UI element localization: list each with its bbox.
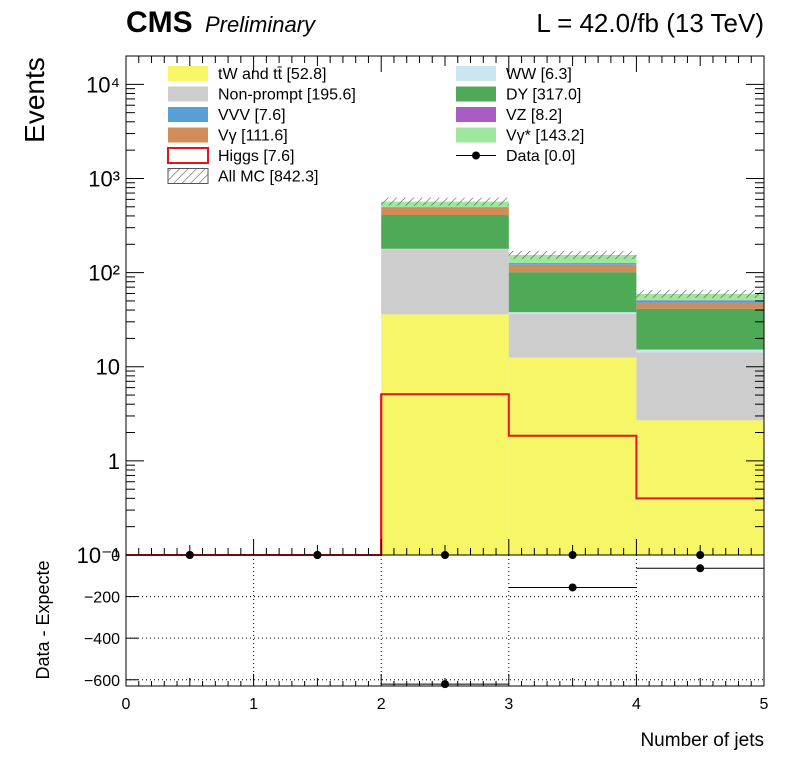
ratio-point [313,551,322,559]
x-tick-label: 1 [249,696,258,713]
legend-label-tw_tt: tW and tt̄ [52.8] [218,66,327,83]
status-label: Preliminary [205,12,317,37]
bar-vgamma-bin-2 [381,207,509,216]
legend-swatch-allmc [167,168,209,184]
legend-label-vz: VZ [8.2] [506,107,562,124]
x-tick-label: 3 [504,696,513,713]
bar-ww-bin-4 [636,349,764,353]
ratio-point [568,583,577,592]
main-y-axis-title: Events [19,57,50,143]
x-tick-label: 0 [122,696,131,713]
bar-tw_tt-bin-3 [508,357,637,555]
legend-label-dy: DY [317.0] [506,87,581,104]
bar-tw_tt-bin-4 [636,420,764,555]
bar-dy-bin-2 [381,215,509,249]
legend: tW and tt̄ [52.8] WW [6.3] Non-prompt [195… [167,66,584,186]
legend-label-data: Data [0.0] [506,148,575,165]
legend-swatch-tw_tt [168,66,208,81]
y-tick-label: 1 [108,449,120,474]
allmc-band-bin-2 [381,197,509,206]
y-tick-label: 10⁴ [86,72,120,97]
ratio-y-tick-label: −200 [84,590,120,607]
y-tick-label: 10⁻¹ [77,543,120,568]
x-tick-label: 4 [632,696,641,713]
legend-swatch-higgs [167,147,209,164]
bar-vz-bin-4 [636,300,764,302]
ratio-y-axis-title: Data - Expecte [33,560,53,679]
legend-swatch-vvv [168,107,208,122]
y-tick-label: 10 [96,355,120,380]
x-axis-title: Number of jets [640,730,764,751]
bar-dy-bin-3 [508,272,637,313]
ratio-y-tick-label: 0 [111,548,120,565]
ratio-frame [125,554,765,687]
ratio-y-tick-label: −400 [84,631,120,648]
x-tick-label: 5 [760,696,769,713]
y-tick-label: 10³ [88,166,120,191]
bar-vvv-bin-3 [508,264,637,265]
ratio-plot: −600 −400 −200 0 0 1 2 3 4 5 [84,548,769,713]
experiment-label: CMS [126,6,193,39]
legend-swatch-vgamma [168,127,208,143]
legend-swatch-ww [456,66,496,81]
y-tick-label: 10² [88,261,120,286]
bar-non_prompt-bin-2 [381,249,509,315]
bar-vgamma-bin-4 [636,302,764,309]
legend-swatch-dy [456,86,496,102]
bar-vgamma-bin-3 [508,264,637,273]
bar-vvv-bin-4 [636,301,764,303]
ratio-point [441,680,449,689]
legend-label-allmc: All MC [842.3] [218,169,318,186]
bar-non_prompt-bin-3 [508,313,637,358]
legend-label-vvv: VVV [7.6] [218,107,286,124]
legend-swatch-vz [456,107,496,122]
bar-vgammastar-bin-3 [508,254,637,264]
bar-ww-bin-2 [381,248,509,250]
legend-label-vgamma: Vγ [111.6] [218,128,288,145]
allmc-band-bin-3 [508,250,637,259]
ratio-y-tick-label: −600 [84,673,120,690]
legend-swatch-non_prompt [168,86,208,102]
bar-non_prompt-bin-4 [636,352,764,421]
lumi-label: L = 42.0/fb (13 TeV) [536,8,764,38]
bar-vz-bin-3 [508,263,637,265]
bar-tw_tt-bin-2 [381,314,509,555]
legend-label-non_prompt: Non-prompt [195.6] [218,87,356,104]
legend-label-vgammastar: Vγ* [143.2] [506,128,584,145]
legend-data-marker [472,151,480,160]
main-plot: 10⁻¹ 1 10 10² 10³ 10⁴ [77,55,765,568]
legend-swatch-vgammastar [456,127,496,143]
ratio-point [696,564,705,573]
allmc-band-bin-4 [636,289,764,298]
bar-ww-bin-3 [508,312,637,314]
legend-label-ww: WW [6.3] [506,66,572,83]
ratio-point [185,551,194,559]
x-tick-label: 2 [377,696,386,713]
legend-label-higgs: Higgs [7.6] [218,148,294,165]
bar-dy-bin-4 [636,308,764,350]
